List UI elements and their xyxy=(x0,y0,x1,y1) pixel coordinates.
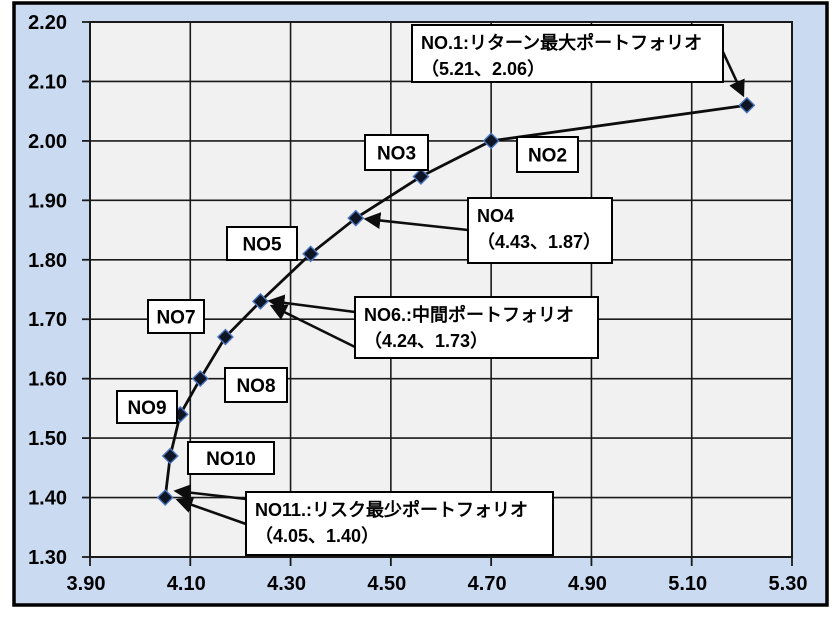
x-tick-label: 3.90 xyxy=(67,573,106,595)
x-tick-label: 5.10 xyxy=(668,573,707,595)
annotation-arrow xyxy=(363,212,469,232)
point-label-text: NO2 xyxy=(528,146,567,167)
annotation-box xyxy=(467,197,613,264)
annotation-box xyxy=(354,296,599,359)
annotation-arrow xyxy=(269,304,356,349)
point-label-text: NO3 xyxy=(377,144,416,165)
point-label-box xyxy=(226,226,298,261)
annotation-arrow xyxy=(721,51,745,98)
point-label-NO9: NO9 xyxy=(116,390,178,424)
y-tick-label: 1.70 xyxy=(28,309,67,331)
data-point-NO8 xyxy=(191,370,209,388)
annotation-text-line: NO6.:中間ポートフォリオ xyxy=(364,304,574,325)
annotation-no1-max-return: NO.1:リターン最大ポートフォリオ （5.21、2.06） xyxy=(411,24,745,98)
point-label-box xyxy=(116,390,178,424)
point-label-text: NO5 xyxy=(242,235,282,256)
x-tick-label: 4.10 xyxy=(167,573,206,595)
x-tick-label: 5.30 xyxy=(769,573,808,595)
x-tick-label: 4.70 xyxy=(468,573,507,595)
point-label-NO2: NO2 xyxy=(516,136,579,173)
point-label-text: NO9 xyxy=(127,398,166,419)
point-label-NO5: NO5 xyxy=(226,226,298,261)
data-point-NO2 xyxy=(482,132,500,150)
annotation-text-line: NO4 xyxy=(477,206,514,226)
y-tick-label: 1.60 xyxy=(28,369,67,391)
point-label-box xyxy=(187,441,275,475)
point-label-NO3: NO3 xyxy=(364,134,429,171)
point-label-text: NO10 xyxy=(206,449,256,470)
annotation-no6-middle: NO6.:中間ポートフォリオ （4.24、1.73） xyxy=(267,294,599,359)
y-tick-label: 2.20 xyxy=(28,12,67,34)
annotation-text-line: （4.05、1.40） xyxy=(255,526,379,546)
y-tick-label: 1.90 xyxy=(28,190,67,212)
point-label-text: NO8 xyxy=(236,376,275,397)
data-point-NO11 xyxy=(156,489,174,507)
point-label-box xyxy=(224,367,288,403)
y-tick-label: 1.50 xyxy=(28,428,67,450)
data-point-NO10 xyxy=(161,447,179,465)
plot-area xyxy=(89,21,793,558)
data-point-NO4 xyxy=(347,209,365,227)
annotation-text-line: （5.21、2.06） xyxy=(421,59,545,79)
point-label-box xyxy=(364,134,429,171)
annotation-text-line: NO.1:リターン最大ポートフォリオ xyxy=(421,32,702,53)
annotation-text-line: （4.43、1.87） xyxy=(477,232,601,252)
y-tick-label: 2.10 xyxy=(28,71,67,93)
annotation-arrow xyxy=(175,496,247,526)
annotation-box xyxy=(245,491,554,556)
annotation-arrow xyxy=(267,294,356,314)
x-tick-label: 4.30 xyxy=(267,573,306,595)
point-label-box xyxy=(516,136,579,173)
annotation-arrow xyxy=(173,484,247,502)
y-tick-label: 2.00 xyxy=(28,131,67,153)
data-point-NO3 xyxy=(412,168,430,186)
data-point-NO6 xyxy=(251,292,269,310)
point-label-NO8: NO8 xyxy=(224,367,288,403)
data-point-NO1 xyxy=(738,96,756,114)
point-label-box xyxy=(147,299,205,334)
data-point-NO5 xyxy=(302,245,320,263)
y-tick-label: 1.80 xyxy=(28,250,67,272)
point-label-NO7: NO7 xyxy=(147,299,205,334)
y-tick-label: 1.40 xyxy=(28,488,67,510)
x-tick-label: 4.50 xyxy=(367,573,406,595)
annotation-text-line: NO11.:リスク最少ポートフォリオ xyxy=(255,499,528,520)
annotation-no4: NO4 （4.43、1.87） xyxy=(363,197,613,264)
x-tick-label: 4.90 xyxy=(568,573,607,595)
y-tick-label: 1.30 xyxy=(28,547,67,569)
annotation-no11-min-risk: NO11.:リスク最少ポートフォリオ （4.05、1.40） xyxy=(173,484,554,556)
annotation-box xyxy=(411,24,724,83)
point-label-text: NO7 xyxy=(156,308,195,329)
annotation-text-line: （4.24、1.73） xyxy=(364,331,488,351)
data-point-NO7 xyxy=(216,328,234,346)
point-label-NO10: NO10 xyxy=(187,441,275,475)
